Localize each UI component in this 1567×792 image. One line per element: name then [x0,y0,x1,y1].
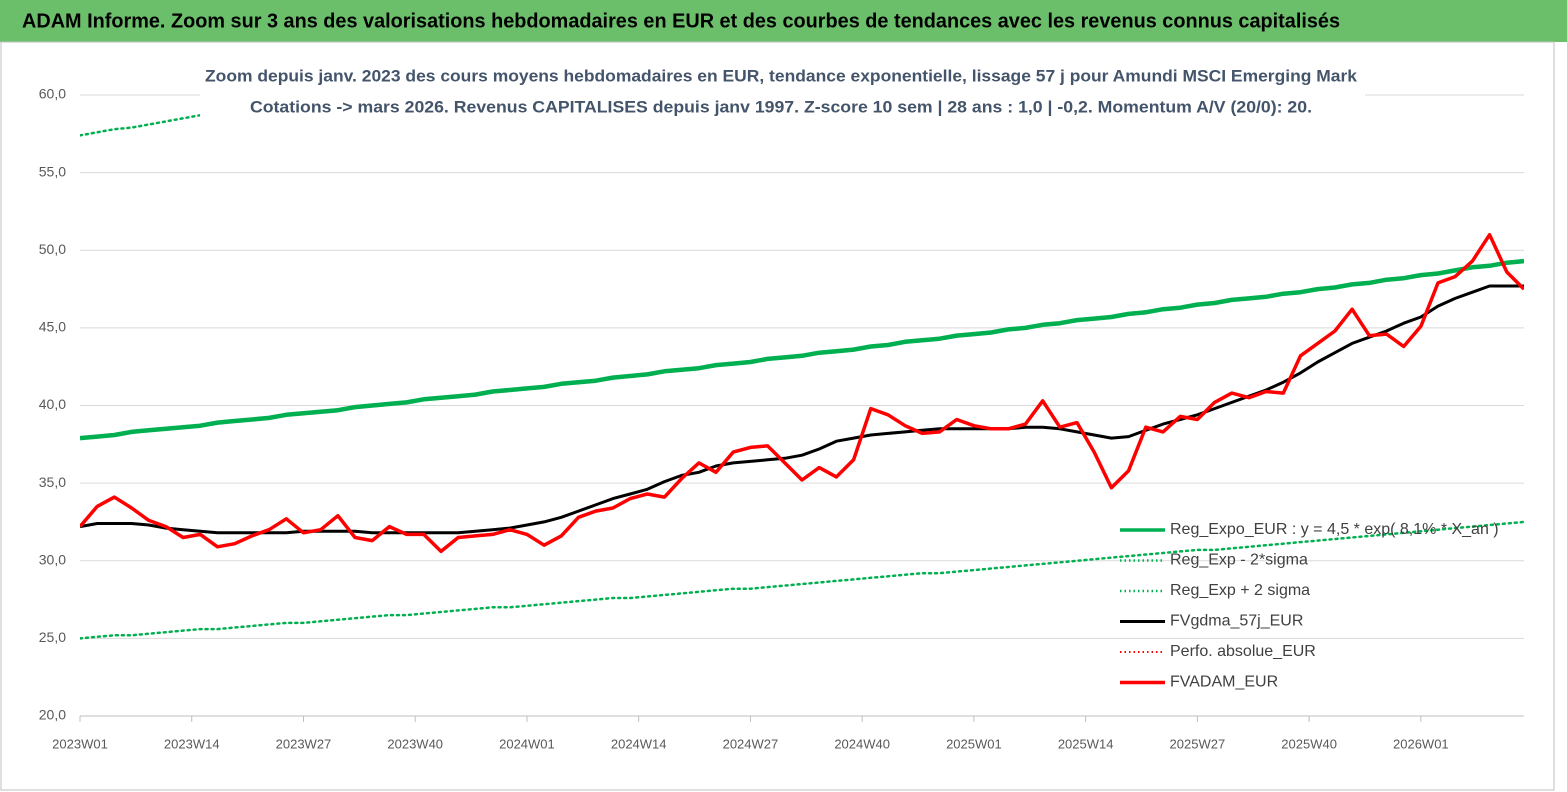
x-tick-label: 2023W14 [164,736,220,751]
x-tick-label: 2025W14 [1058,736,1114,751]
y-tick-label: 35,0 [39,474,66,490]
series-line [80,520,1524,640]
y-tick-label: 55,0 [39,163,66,179]
chart-subtitle: Cotations -> mars 2026. Revenus CAPITALI… [250,97,1312,116]
chart-frame [0,41,1555,791]
y-tick-label: 30,0 [39,551,66,567]
x-tick-label: 2024W14 [611,736,667,751]
x-tick-label: 2024W40 [834,736,890,751]
header-bar [0,0,1567,42]
y-tick-label: 60,0 [39,86,66,102]
series-line [80,258,1524,441]
legend-label: Perfo. absolue_EUR [1170,643,1316,660]
subtitle-box [200,62,1365,122]
x-tick-label: 2023W01 [52,736,108,751]
y-tick-label: 50,0 [39,241,66,257]
x-tick-label: 2025W01 [946,736,1002,751]
legend-label: Reg_Exp - 2*sigma [1170,552,1308,569]
x-tick-label: 2025W27 [1170,736,1226,751]
x-tick-label: 2026W01 [1393,736,1449,751]
y-tick-label: 20,0 [39,707,66,723]
legend-label: Reg_Exp + 2 sigma [1170,582,1310,599]
legend-label: Reg_Expo_EUR : y = 4,5 * exp( 8,1% * X_a… [1170,521,1499,538]
x-tick-label: 2023W40 [387,736,443,751]
y-tick-label: 45,0 [39,319,66,335]
x-tick-label: 2023W27 [276,736,332,751]
y-tick-label: 40,0 [39,396,66,412]
series-line [80,232,1524,554]
y-tick-label: 25,0 [39,629,66,645]
x-tick-label: 2024W01 [499,736,555,751]
x-tick-label: 2024W27 [723,736,779,751]
header-title: ADAM Informe. Zoom sur 3 ans des valoris… [22,10,1340,32]
x-tick-label: 2025W40 [1281,736,1337,751]
chart-subtitle: Zoom depuis janv. 2023 des cours moyens … [205,66,1358,85]
legend-label: FVADAM_EUR [1170,674,1278,691]
legend-label: FVgdma_57j_EUR [1170,613,1303,630]
